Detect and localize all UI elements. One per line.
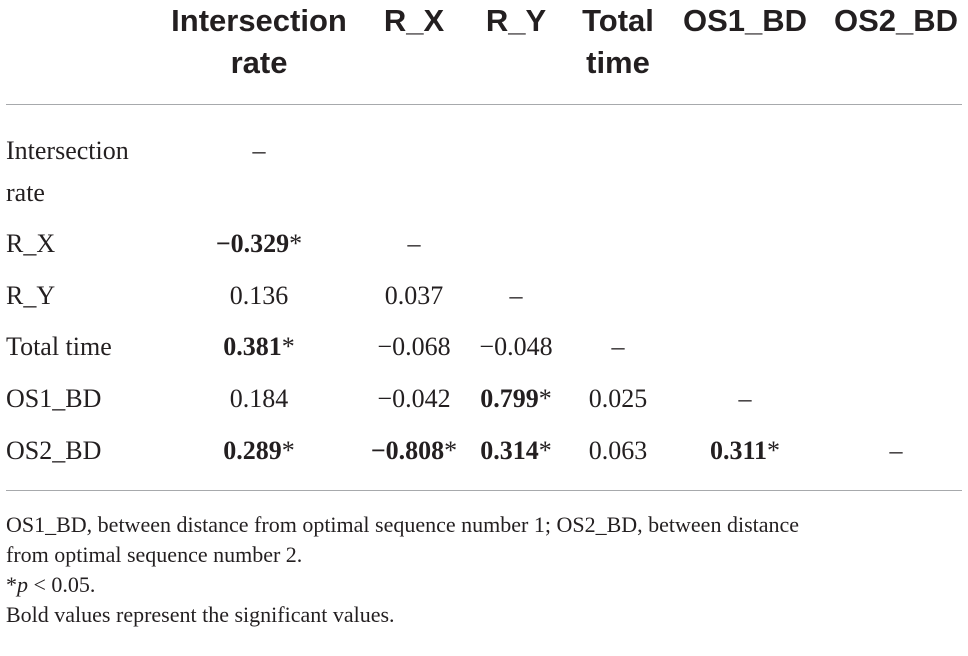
- row-label-line: Intersection: [6, 136, 129, 165]
- table-cell: −0.808*: [371, 436, 457, 466]
- cell-value: 0.037: [384, 281, 444, 310]
- table-cell: –: [612, 332, 625, 362]
- column-header: OS1_BD: [683, 0, 807, 42]
- cell-value: −0.048: [479, 332, 553, 361]
- table-cell: 0.025: [589, 384, 648, 414]
- column-header: R_Y: [486, 0, 546, 42]
- cell-value: 0.799: [480, 384, 539, 413]
- row-label-line: R_X: [6, 229, 56, 258]
- column-header-line: Total: [582, 3, 654, 38]
- cell-value: –: [252, 136, 266, 165]
- cell-value: 0.025: [588, 384, 648, 413]
- significance-star: *: [281, 436, 295, 465]
- footnote-star: *: [6, 572, 17, 597]
- table-cell: −0.048: [479, 332, 552, 362]
- cell-value: –: [889, 436, 903, 465]
- footnote-bold-note: Bold values represent the significant va…: [6, 602, 395, 627]
- row-label-line: Total time: [6, 332, 112, 361]
- cell-value: 0.184: [229, 384, 289, 413]
- cell-value: 0.136: [229, 281, 289, 310]
- significance-star: *: [538, 436, 552, 465]
- footnote-abbreviations: OS1_BD, between distance from optimal se…: [6, 510, 799, 570]
- row-label: Intersection rate: [6, 136, 129, 220]
- table-cell: –: [510, 281, 523, 311]
- column-header-line: R_Y: [485, 3, 547, 38]
- footnote-p-symbol: p: [17, 572, 28, 597]
- column-header-line: R_X: [383, 3, 445, 38]
- header-rule: [6, 104, 962, 105]
- cell-value: 0.381: [223, 332, 282, 361]
- cell-value: 0.289: [223, 436, 282, 465]
- cell-value: 0.311: [709, 436, 768, 465]
- table-cell: 0.799*: [480, 384, 552, 414]
- table-cell: 0.037: [385, 281, 444, 311]
- table-cell: 0.289*: [223, 436, 295, 466]
- column-header: Intersection rate: [171, 0, 347, 84]
- column-header-line: OS1_BD: [682, 3, 808, 38]
- table-cell: −0.329*: [216, 229, 302, 259]
- significance-star: *: [538, 384, 552, 413]
- row-label: OS2_BD: [6, 436, 101, 478]
- column-header-line: Intersection: [171, 3, 347, 38]
- bottom-rule: [6, 490, 962, 491]
- row-label: R_Y: [6, 281, 55, 323]
- cell-value: −0.329: [215, 229, 290, 258]
- significance-star: *: [289, 229, 303, 258]
- table-cell: 0.184: [230, 384, 289, 414]
- table-cell: –: [890, 436, 903, 466]
- table-cell: –: [253, 136, 266, 166]
- footnote-line-2: from optimal sequence number 2.: [6, 542, 303, 567]
- significance-star: *: [767, 436, 781, 465]
- footnote-line-1: OS1_BD, between distance from optimal se…: [6, 512, 800, 537]
- table-cell: 0.314*: [480, 436, 552, 466]
- row-label: Total time: [6, 332, 112, 374]
- column-header-line: time: [586, 45, 650, 80]
- cell-value: –: [509, 281, 523, 310]
- row-label-line: R_Y: [6, 281, 56, 310]
- footnote-significance: *p < 0.05.: [6, 570, 95, 600]
- footnote-threshold: < 0.05.: [28, 572, 96, 597]
- cell-value: −0.068: [377, 332, 451, 361]
- row-label-line: rate: [6, 178, 45, 207]
- table-cell: –: [408, 229, 421, 259]
- cell-value: 0.314: [480, 436, 539, 465]
- column-header: R_X: [384, 0, 444, 42]
- cell-value: 0.063: [588, 436, 648, 465]
- row-label: OS1_BD: [6, 384, 101, 426]
- cell-value: −0.808: [370, 436, 445, 465]
- table-cell: −0.068: [377, 332, 450, 362]
- column-header: Total time: [582, 0, 654, 84]
- significance-star: *: [444, 436, 458, 465]
- cell-value: –: [611, 332, 625, 361]
- table-cell: 0.136: [230, 281, 289, 311]
- table-cell: −0.042: [377, 384, 450, 414]
- column-header-line: rate: [230, 45, 288, 80]
- table-cell: 0.381*: [223, 332, 295, 362]
- column-header-line: OS2_BD: [833, 3, 959, 38]
- table-cell: 0.063: [589, 436, 648, 466]
- table-cell: –: [739, 384, 752, 414]
- cell-value: −0.042: [377, 384, 451, 413]
- row-label: R_X: [6, 229, 55, 271]
- table-cell: 0.311*: [710, 436, 780, 466]
- significance-star: *: [281, 332, 295, 361]
- row-label-line: OS1_BD: [6, 384, 102, 413]
- cell-value: –: [738, 384, 752, 413]
- cell-value: –: [407, 229, 421, 258]
- row-label-line: OS2_BD: [6, 436, 102, 465]
- column-header: OS2_BD: [834, 0, 958, 42]
